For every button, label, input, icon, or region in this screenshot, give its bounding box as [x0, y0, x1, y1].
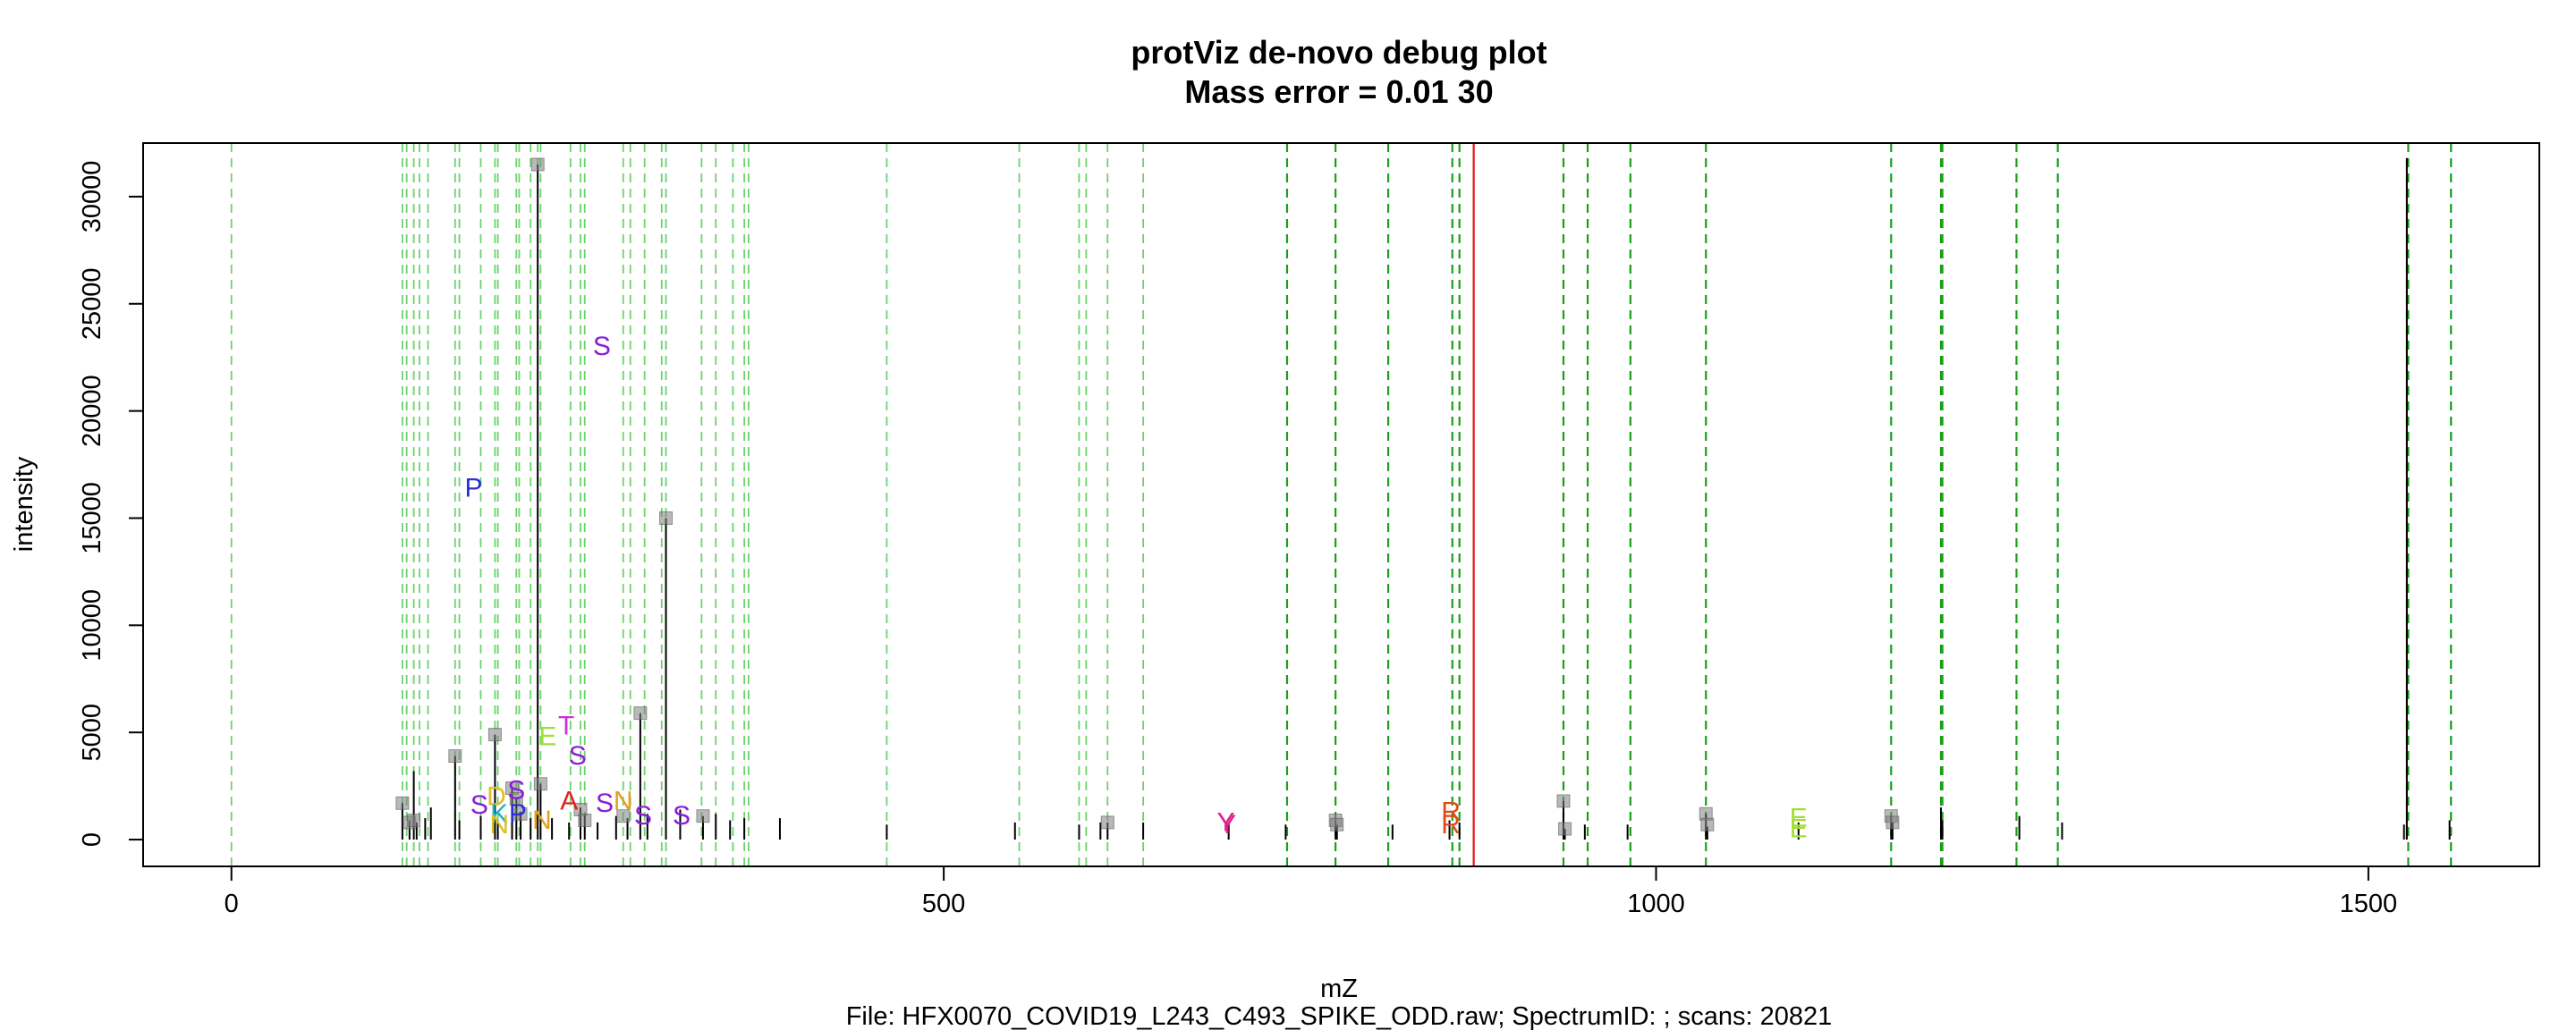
x-tick-label-3: 1500 — [2340, 890, 2398, 918]
aa-label-4: S — [569, 741, 587, 771]
y-tick-label-2: 10000 — [78, 589, 106, 662]
peak-marker-3 — [448, 749, 462, 764]
chart-caption: File: HFX0070_COVID19_L243_C493_SPIKE_OD… — [846, 1002, 1833, 1030]
peak-marker-19 — [1556, 794, 1571, 808]
aa-label-17: Y — [1216, 807, 1234, 837]
aa-label-0: S — [593, 332, 611, 361]
y-tick-label-6: 30000 — [78, 161, 106, 233]
y-tick-label-5: 25000 — [78, 267, 106, 340]
y-axis: 0 5000 10000 15000 20000 25000 30000 — [78, 161, 144, 847]
peak-marker-13 — [633, 706, 648, 721]
peak-marker-4 — [487, 728, 502, 742]
aa-label-11: D — [487, 782, 506, 812]
reference-lines — [230, 143, 2453, 866]
peak-marker-20 — [1558, 822, 1572, 836]
x-axis: 0 500 1000 1500 — [225, 865, 2398, 918]
aa-label-1: P — [465, 473, 483, 502]
aa-label-21: E — [1790, 804, 1808, 833]
peak-marker-15 — [696, 809, 710, 823]
y-tick-label-1: 5000 — [78, 704, 106, 762]
aa-label-20: R — [1441, 810, 1461, 840]
chart-subtitle: Mass error = 0.01 30 — [1184, 73, 1493, 110]
x-axis-label: mZ — [1320, 975, 1358, 1003]
peak-marker-11 — [578, 813, 592, 827]
x-tick-label-0: 0 — [225, 890, 239, 918]
peak-marker-0 — [395, 796, 410, 810]
aa-label-9: S — [673, 801, 691, 831]
peak-marker-9 — [533, 777, 547, 791]
peak-marker-18 — [1330, 817, 1344, 832]
x-tick-label-2: 1000 — [1627, 890, 1685, 918]
y-tick-label-3: 15000 — [78, 482, 106, 554]
aa-label-16: N — [532, 806, 552, 835]
aa-label-14: N — [489, 810, 509, 840]
aa-label-6: S — [596, 789, 614, 818]
aa-label-10: S — [470, 790, 488, 820]
aa-label-19: R — [1441, 797, 1461, 826]
peak-marker-12 — [616, 809, 631, 823]
peak-marker-6 — [509, 791, 523, 806]
aa-label-3: E — [538, 722, 556, 751]
peak-marker-8 — [530, 157, 545, 172]
peak-sticks — [401, 157, 2451, 840]
y-axis-label: intensity — [10, 456, 38, 552]
aa-label-12: S — [507, 775, 525, 805]
x-tick-label-1: 500 — [922, 890, 965, 918]
aa-label-13: K — [490, 799, 508, 829]
aa-label-5: A — [560, 786, 578, 815]
peak-marker-24 — [1885, 815, 1900, 830]
y-tick-label-0: 0 — [78, 832, 106, 847]
aa-label-18: Y — [1218, 810, 1236, 840]
peak-marker-7 — [513, 806, 528, 821]
peak-marker-16 — [1100, 815, 1114, 830]
aa-label-2: T — [558, 711, 574, 740]
plot-frame — [142, 142, 2540, 867]
peak-marker-14 — [659, 511, 674, 525]
y-tick-label-4: 20000 — [78, 375, 106, 447]
aa-label-8: S — [634, 801, 652, 831]
peak-markers — [395, 157, 1900, 836]
chart-title: protViz de-novo debug plot — [1131, 34, 1546, 71]
peak-marker-22 — [1700, 817, 1715, 832]
peak-marker-2 — [407, 813, 421, 827]
aa-label-7: N — [614, 786, 633, 815]
aa-label-15: P — [509, 799, 527, 829]
aa-label-22: E — [1790, 815, 1808, 844]
